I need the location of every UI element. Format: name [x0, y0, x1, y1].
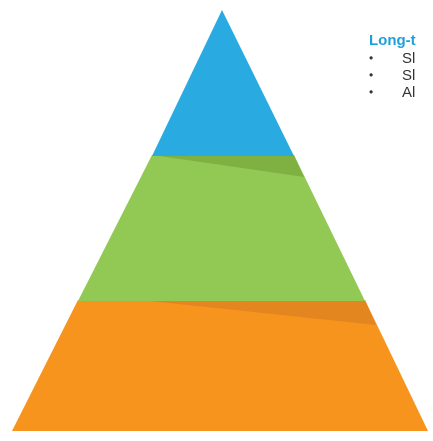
pyramid-tier-top: [152, 10, 294, 156]
bullet-icon: •: [369, 85, 374, 99]
callout-item: • Al: [369, 84, 416, 101]
callout-item: • Sl: [369, 50, 416, 67]
pyramid-tier-middle: [78, 155, 365, 301]
callout-item: • Sl: [369, 67, 416, 84]
bullet-icon: •: [369, 68, 374, 82]
bullet-icon: •: [369, 51, 374, 65]
callout-title: Long-t: [369, 32, 416, 49]
callout-item-text: Sl: [402, 50, 416, 67]
pyramid-callout: Long-t • Sl • Sl • Al: [369, 32, 416, 101]
pyramid-tier-middle-shadow: [152, 155, 304, 177]
callout-item-text: Sl: [402, 67, 416, 84]
pyramid-tier-bottom-shadow: [140, 300, 376, 325]
callout-item-text: Al: [402, 84, 416, 101]
pyramid-tier-bottom: [12, 300, 428, 431]
callout-list: • Sl • Sl • Al: [369, 50, 416, 101]
